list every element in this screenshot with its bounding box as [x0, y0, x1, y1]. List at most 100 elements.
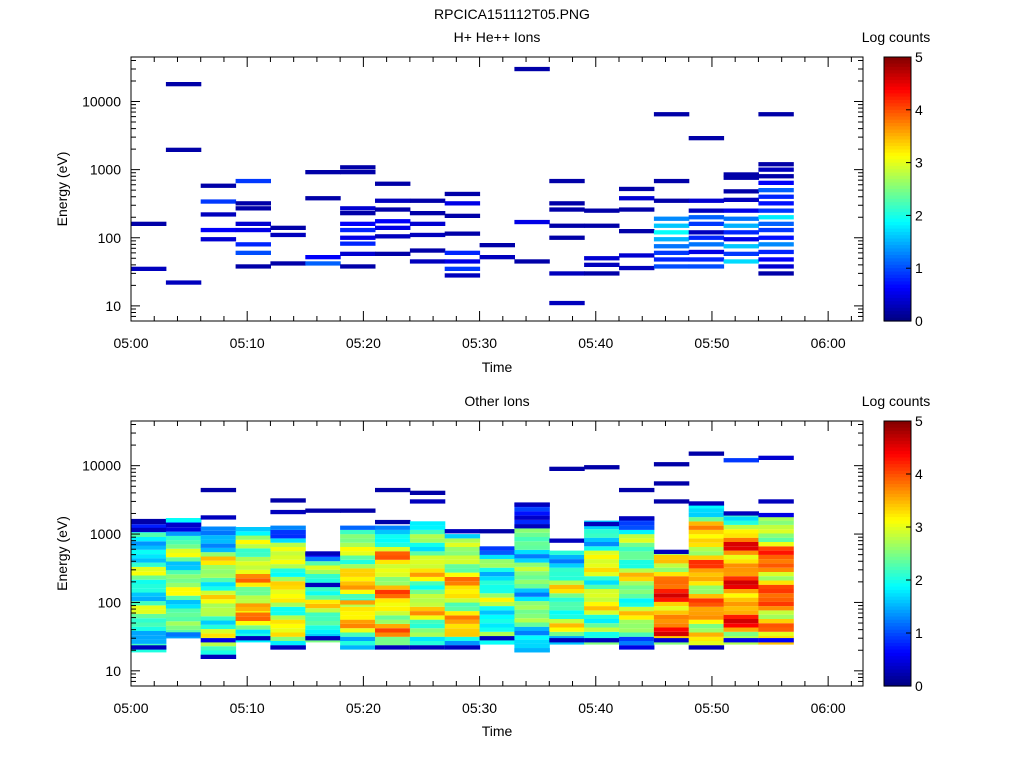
- heatmap-cell: [619, 555, 655, 560]
- heatmap-cell: [340, 628, 376, 633]
- heatmap-cell: [200, 526, 237, 531]
- heatmap-cell: [200, 530, 237, 536]
- heatmap-cell: [375, 534, 411, 539]
- heatmap-cell: [165, 600, 202, 605]
- heatmap-cell: [340, 636, 376, 641]
- heatmap-cell: [619, 576, 655, 582]
- heatmap-cell: [688, 585, 725, 590]
- heatmap-cell: [165, 570, 202, 575]
- heatmap-cell: [619, 619, 655, 624]
- heatmap-cell: [758, 593, 794, 598]
- colorbar-tick-label: 3: [915, 155, 923, 171]
- heatmap-cell: [479, 563, 515, 568]
- colorbar-segment: [884, 450, 911, 455]
- colorbar-segment: [884, 317, 911, 322]
- heatmap-cell: [549, 610, 585, 615]
- heatmap-cell: [235, 636, 271, 641]
- heatmap-cell: [688, 636, 725, 641]
- heatmap-cell: [165, 552, 202, 558]
- heatmap-cell: [165, 604, 202, 609]
- x-tick-label: 05:30: [462, 700, 497, 716]
- colorbar-segment: [884, 507, 911, 512]
- heatmap-cell: [723, 576, 759, 581]
- colorbar-segment: [884, 90, 911, 94]
- colorbar-segment: [884, 606, 911, 611]
- heatmap-cell: [409, 576, 446, 582]
- heatmap-cell: [653, 112, 690, 117]
- colorbar-segment: [884, 129, 911, 134]
- heatmap-cell: [409, 585, 446, 590]
- heatmap-cell: [305, 591, 341, 596]
- heatmap-cell: [619, 581, 655, 586]
- colorbar-segment: [884, 487, 911, 492]
- heatmap-cell: [409, 521, 446, 526]
- heatmap-cell: [549, 223, 585, 228]
- colorbar-segment: [884, 241, 911, 246]
- heatmap-cell: [375, 623, 411, 629]
- heatmap-cell: [584, 550, 620, 555]
- heatmap-cell: [200, 515, 237, 520]
- heatmap-cell: [409, 581, 446, 586]
- heatmap-cell: [444, 529, 481, 534]
- heatmap-cell: [270, 534, 306, 539]
- heatmap-cell: [549, 618, 585, 624]
- colorbar-segment: [884, 212, 911, 216]
- colorbar-segment: [884, 99, 911, 104]
- heatmap-cell: [584, 580, 620, 585]
- heatmap-cell: [758, 546, 794, 551]
- heatmap-cell: [653, 567, 690, 572]
- heatmap-cell: [584, 546, 620, 551]
- colorbar-segment: [884, 159, 911, 164]
- heatmap-cell: [375, 585, 411, 590]
- colorbar-segment: [884, 136, 911, 141]
- heatmap-cell: [584, 567, 620, 572]
- colorbar-segment: [884, 421, 911, 425]
- heatmap-cell: [235, 599, 271, 604]
- heatmap-cell: [165, 531, 202, 536]
- heatmap-cell: [444, 213, 481, 218]
- heatmap-cell: [653, 601, 690, 607]
- colorbar-segment: [884, 311, 911, 315]
- heatmap-cell: [688, 606, 725, 612]
- heatmap-cell: [235, 569, 271, 574]
- heatmap-cell: [305, 578, 341, 583]
- heatmap-cell: [758, 601, 794, 607]
- colorbar-segment: [884, 195, 911, 200]
- colorbar-segment: [884, 563, 911, 568]
- heatmap-cell: [270, 628, 306, 633]
- heatmap-cell: [340, 206, 376, 211]
- heatmap-cell: [235, 206, 271, 211]
- colorbar-segment: [884, 63, 911, 68]
- heatmap-cell: [409, 619, 446, 624]
- heatmap-cell: [165, 621, 202, 626]
- heatmap-cell: [653, 223, 690, 228]
- colorbar-tick-label: 5: [915, 49, 923, 65]
- heatmap-cell: [723, 567, 759, 572]
- colorbar-segment: [884, 66, 911, 71]
- heatmap-cell: [444, 273, 481, 278]
- heatmap-cell: [131, 588, 167, 593]
- heatmap-cell: [200, 237, 237, 242]
- heatmap-cell: [584, 465, 620, 470]
- heatmap-cell: [375, 487, 411, 493]
- heatmap-cell: [653, 244, 690, 249]
- heatmap-cell: [688, 547, 725, 552]
- heatmap-cell: [409, 636, 446, 641]
- heatmap-cell: [619, 534, 655, 539]
- heatmap-cell: [479, 576, 515, 581]
- heatmap-cell: [270, 555, 306, 560]
- heatmap-cell: [479, 559, 515, 564]
- heatmap-cells: [131, 451, 794, 659]
- heatmap-cell: [619, 542, 655, 547]
- heatmap-cell: [514, 566, 550, 572]
- heatmap-cell: [758, 180, 794, 185]
- colorbar: 0 1 2 3 4 5 Log counts: [862, 393, 931, 694]
- heatmap-cell: [758, 559, 794, 564]
- heatmap-cell: [619, 636, 655, 641]
- heatmap-cell: [514, 635, 550, 640]
- y-tick-label: 1000: [90, 162, 121, 178]
- heatmap-cell: [270, 509, 306, 515]
- heatmap-cell: [375, 615, 411, 620]
- heatmap-cell: [514, 562, 550, 567]
- heatmap-cell: [688, 249, 725, 255]
